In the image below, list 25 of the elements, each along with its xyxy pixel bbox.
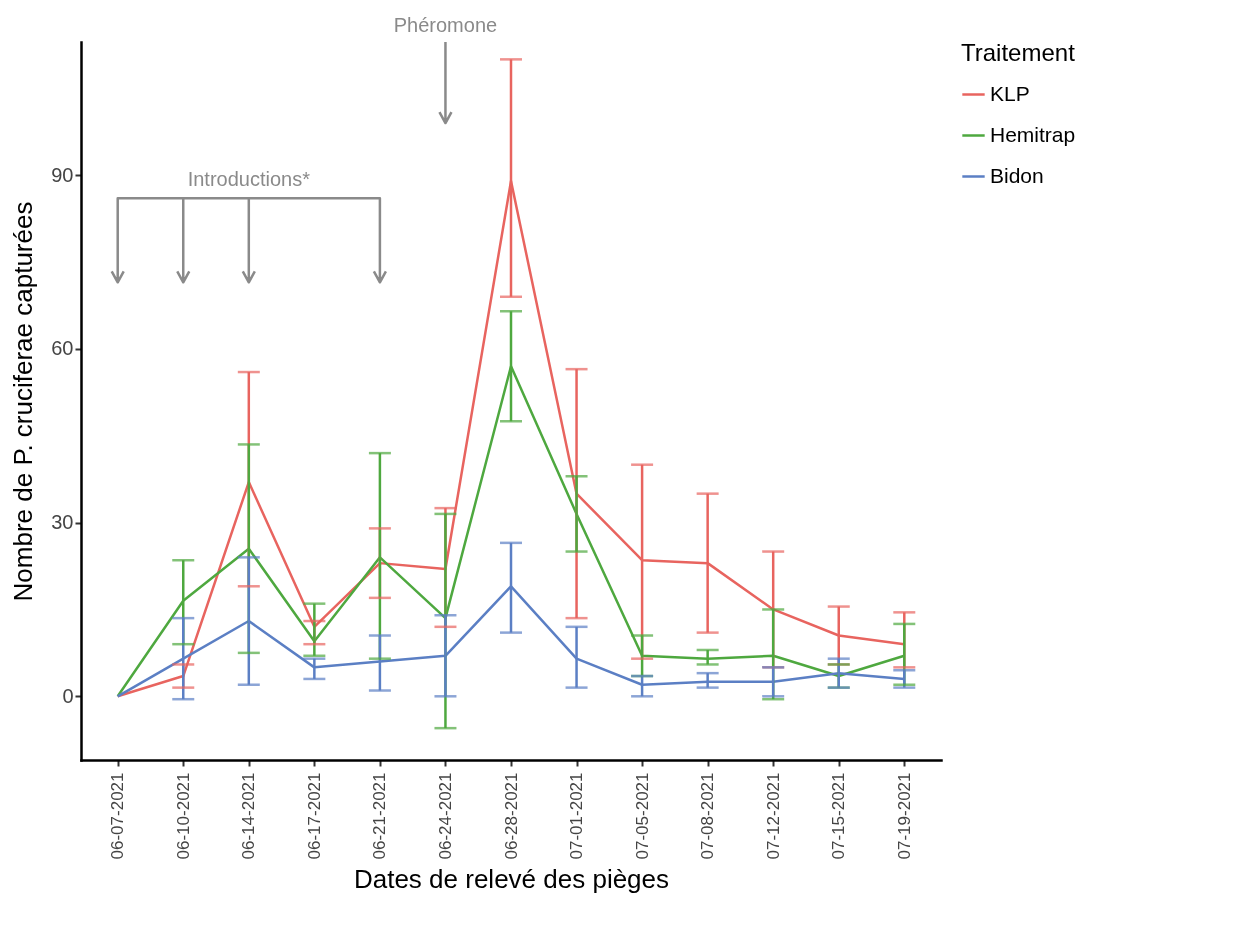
x-tick-label: 06-07-2021 bbox=[108, 772, 128, 860]
annotation: Introductions* bbox=[187, 168, 311, 191]
legend-label: Bidon bbox=[990, 163, 1044, 187]
y-tick-label: 30 bbox=[51, 511, 74, 534]
legend-title: Traitement bbox=[961, 39, 1076, 66]
x-tick-label: 06-14-2021 bbox=[239, 772, 259, 860]
x-tick-label: 07-01-2021 bbox=[567, 772, 587, 860]
x-tick-label: 06-21-2021 bbox=[370, 772, 390, 860]
x-tick-label: 07-12-2021 bbox=[763, 772, 783, 860]
y-tick-label: 90 bbox=[51, 163, 74, 186]
x-tick-label: 06-24-2021 bbox=[435, 772, 455, 860]
y-axis-title: Nombre de P. cruciferae capturées bbox=[8, 201, 39, 602]
y-tick-label: 0 bbox=[62, 684, 74, 707]
text: Phéromone bbox=[393, 14, 498, 36]
x-tick-label: 06-17-2021 bbox=[304, 772, 324, 860]
y-tick-label: 60 bbox=[51, 337, 74, 360]
x-tick-label: 07-15-2021 bbox=[829, 772, 849, 860]
x-tick-label: 07-08-2021 bbox=[698, 772, 718, 860]
x-tick-label: 06-28-2021 bbox=[501, 772, 521, 860]
legend-label: KLP bbox=[990, 81, 1030, 105]
legend-label: Hemitrap bbox=[990, 122, 1076, 146]
x-tick-label: 06-10-2021 bbox=[173, 772, 193, 860]
x-tick-label: 07-05-2021 bbox=[632, 772, 652, 860]
x-axis-title: Dates de relevé des pièges bbox=[353, 864, 670, 895]
x-tick-label: 07-19-2021 bbox=[894, 772, 914, 860]
